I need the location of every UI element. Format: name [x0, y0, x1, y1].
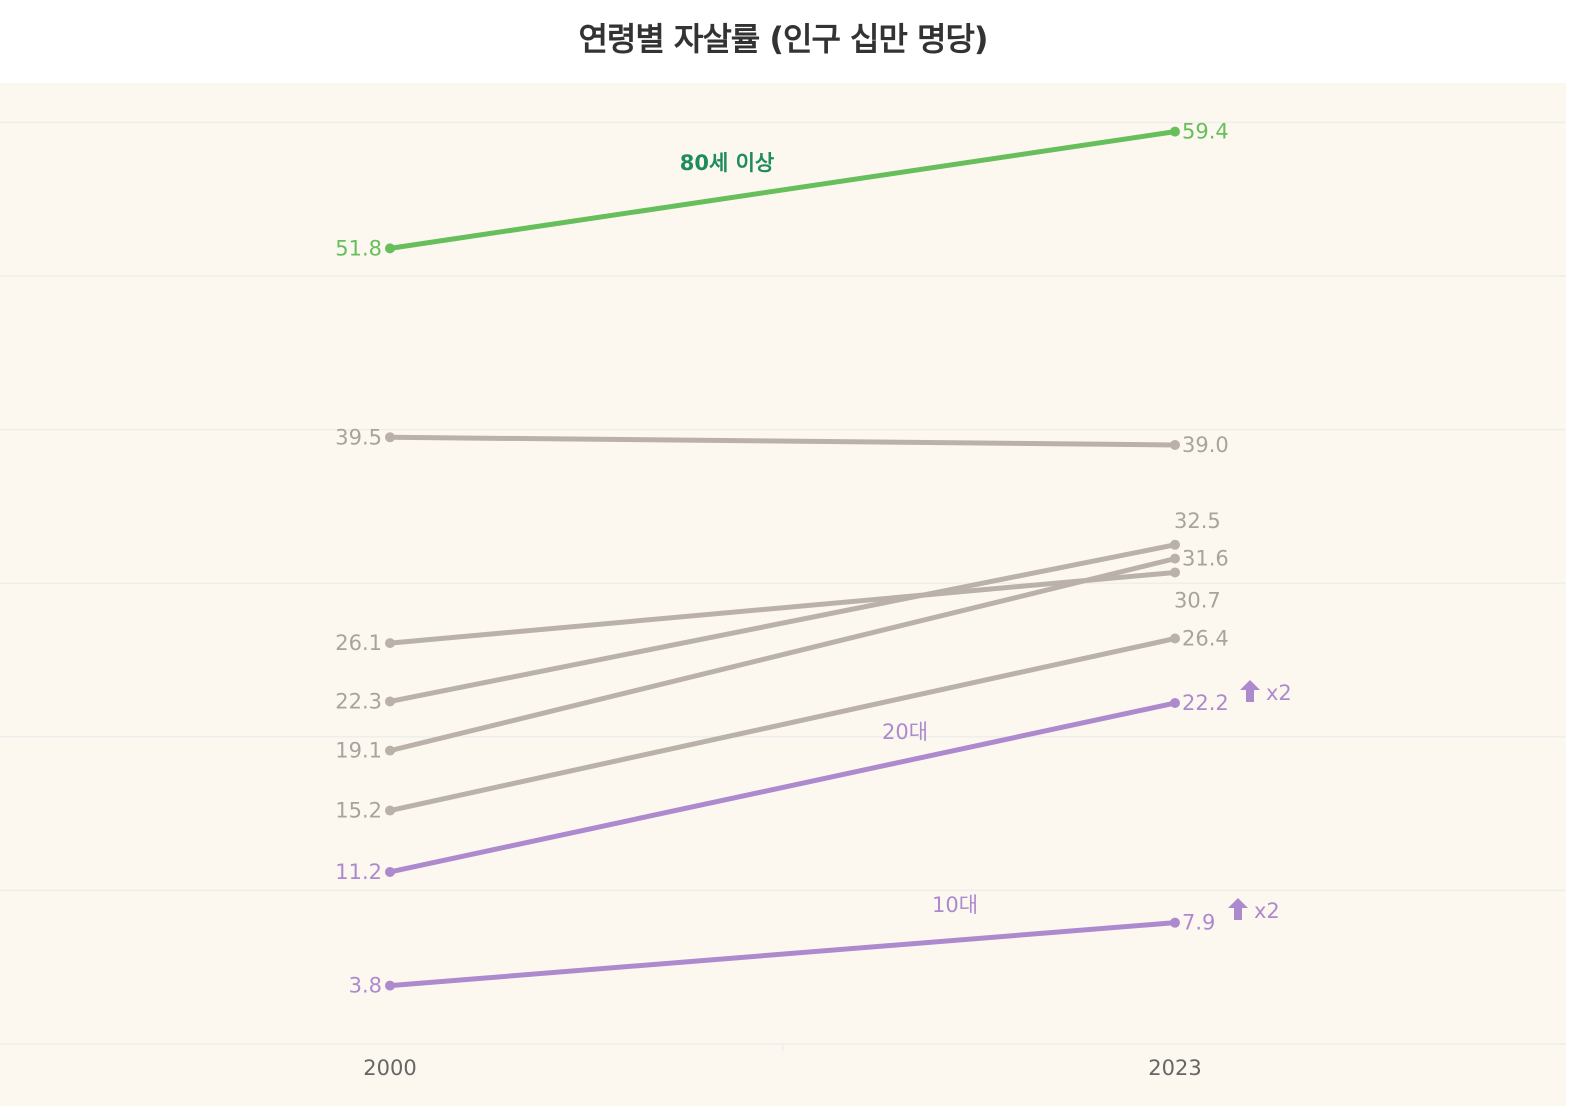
data-label: 59.4: [1182, 120, 1229, 144]
data-point: [1170, 698, 1180, 709]
data-label: 15.2: [335, 799, 382, 823]
data-label: 26.4: [1182, 626, 1229, 650]
up-arrow-icon: [1228, 898, 1248, 920]
data-point: [1170, 126, 1180, 137]
x-tick-label: 2023: [1148, 1056, 1201, 1080]
data-label: 51.8: [335, 236, 382, 260]
series-line: [387, 556, 1178, 754]
data-point: [1170, 553, 1180, 564]
data-point: [385, 243, 395, 254]
data-point: [1170, 567, 1180, 578]
data-point: [385, 432, 395, 443]
data-point: [385, 805, 395, 816]
x-tick-label: 2000: [363, 1056, 416, 1080]
data-label: 39.5: [335, 425, 382, 449]
data-point: [1170, 539, 1180, 550]
data-point: [1170, 917, 1180, 928]
data-point: [385, 866, 395, 877]
plot-background: [0, 83, 1566, 1106]
data-label: 11.2: [335, 860, 382, 884]
series-line: [387, 569, 1178, 646]
series-line: [387, 920, 1178, 989]
data-point: [385, 696, 395, 707]
data-point: [1170, 439, 1180, 450]
data-point: [1170, 633, 1180, 644]
data-point: [385, 980, 395, 991]
series-name-label: 80세 이상: [680, 151, 775, 175]
series-line: [387, 129, 1178, 251]
growth-annotation: x2: [1254, 899, 1280, 923]
chart-title: 연령별 자살률 (인구 십만 명당): [578, 20, 988, 58]
series-line: [387, 434, 1178, 448]
data-label: 22.2: [1182, 691, 1229, 715]
data-label: 31.6: [1182, 547, 1229, 571]
series-name-label: 10대: [932, 893, 978, 917]
series-line: [387, 700, 1178, 875]
data-label: 39.0: [1182, 433, 1229, 457]
data-point: [385, 638, 395, 649]
data-label: 3.8: [349, 974, 382, 998]
data-label: 19.1: [335, 739, 382, 763]
data-label: 30.7: [1174, 588, 1221, 612]
data-point: [385, 745, 395, 756]
data-label: 26.1: [335, 631, 382, 655]
up-arrow-icon: [1240, 680, 1260, 702]
series-line: [387, 542, 1178, 704]
series-line: [387, 635, 1178, 814]
growth-annotation: x2: [1266, 681, 1292, 705]
data-label: 7.9: [1182, 911, 1215, 935]
data-label: 32.5: [1174, 509, 1221, 533]
data-label: 22.3: [335, 689, 382, 713]
series-name-label: 20대: [882, 720, 928, 744]
